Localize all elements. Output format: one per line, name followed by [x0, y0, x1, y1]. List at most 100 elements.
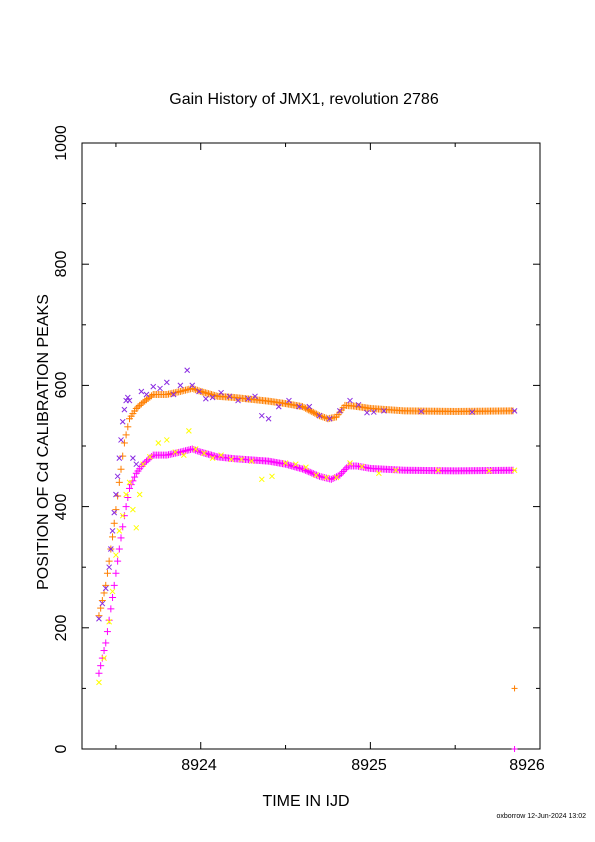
data-point: [192, 446, 199, 452]
y-tick-label: 1000: [53, 125, 70, 161]
data-point: [157, 385, 163, 392]
data-point: [333, 474, 340, 481]
data-point: [359, 463, 365, 470]
mark-stroke: [121, 406, 128, 413]
data-point: [106, 618, 112, 625]
mark-stroke: [209, 394, 216, 401]
data-point: [172, 449, 179, 455]
fit-point: [109, 533, 117, 541]
fit-point: [132, 404, 140, 412]
x-tick-labels: 8924 8925 8926: [181, 757, 545, 774]
data-point: [109, 588, 116, 595]
data-point: [296, 403, 302, 410]
data-point: [126, 397, 133, 404]
data-point: [486, 467, 492, 474]
fit-point: [97, 662, 105, 670]
fit-point: [192, 446, 200, 454]
data-point: [118, 437, 124, 443]
data-point: [111, 509, 118, 516]
data-point: [218, 452, 224, 458]
mark-stroke: [336, 407, 343, 414]
mark-stroke: [275, 403, 282, 410]
fit-point: [136, 401, 144, 409]
data-point: [177, 382, 184, 389]
mark-stroke: [347, 460, 353, 466]
fit-point: [146, 454, 154, 462]
mark-stroke: [202, 395, 209, 402]
mark-stroke: [418, 408, 425, 415]
data-point: [326, 415, 333, 422]
mark-stroke: [123, 491, 129, 498]
data-point: [133, 461, 140, 468]
data-point: [116, 527, 123, 534]
mark-stroke: [119, 418, 126, 425]
data-point: [202, 395, 209, 402]
mark-stroke: [258, 412, 265, 419]
data-point: [163, 437, 170, 443]
mark-stroke: [130, 455, 136, 461]
data-point: [96, 679, 102, 686]
fit-point: [112, 569, 120, 577]
fit-point: [117, 534, 125, 542]
mark-stroke: [184, 367, 191, 374]
data-point: [511, 467, 518, 474]
fit-point: [327, 475, 335, 483]
y-tick-label: 600: [53, 372, 70, 399]
y-axis-label: POSITION OF Cd CALIBRATION PEAKS: [35, 294, 52, 590]
fit-point: [338, 469, 346, 477]
data-point: [282, 460, 289, 466]
fit-point: [509, 466, 517, 474]
data-point: [121, 406, 128, 413]
data-point: [116, 455, 123, 461]
data-point: [150, 383, 157, 390]
mark-stroke: [106, 564, 112, 571]
fit-point: [105, 557, 113, 565]
fit-point: [124, 423, 132, 431]
data-point: [136, 491, 143, 498]
mark-stroke: [136, 491, 143, 498]
data-point: [218, 389, 224, 396]
data-point: [269, 473, 275, 480]
data-point: [275, 403, 282, 410]
mark-stroke: [140, 461, 146, 468]
data-point: [123, 491, 129, 498]
data-point: [347, 397, 353, 404]
mark-stroke: [469, 409, 476, 415]
data-point: [252, 393, 258, 400]
fit-point: [195, 447, 203, 455]
data-point: [306, 403, 313, 410]
data-point: [265, 415, 272, 422]
fit-point: [134, 403, 142, 411]
fit-point: [110, 581, 118, 589]
data-point: [292, 461, 299, 468]
fit-point: [112, 506, 120, 514]
fit-point: [306, 468, 314, 476]
mark-stroke: [180, 452, 187, 458]
fit-point: [103, 569, 111, 577]
data-point: [228, 456, 235, 463]
mark-stroke: [347, 397, 353, 404]
mark-stroke: [435, 467, 442, 474]
data-point: [286, 397, 292, 404]
fit-point: [299, 403, 307, 411]
mark-stroke: [118, 437, 124, 443]
data-point: [113, 552, 119, 558]
mark-stroke: [359, 463, 365, 470]
fit-point: [188, 445, 196, 453]
fit-point: [509, 407, 517, 415]
data-point: [155, 440, 162, 446]
mark-stroke: [124, 394, 131, 401]
mark-stroke: [189, 382, 196, 389]
mark-stroke: [392, 467, 399, 474]
fit-point: [125, 484, 133, 492]
fit-point: [142, 457, 150, 465]
mark-stroke: [126, 479, 133, 486]
fit-point: [339, 467, 347, 475]
mark-stroke: [292, 461, 299, 468]
mark-stroke: [306, 403, 313, 410]
y-tick-label: 0: [53, 744, 70, 753]
fit-point: [109, 594, 117, 601]
fit-point: [117, 465, 125, 473]
fit-point: [105, 616, 113, 624]
fit-point: [98, 654, 106, 662]
